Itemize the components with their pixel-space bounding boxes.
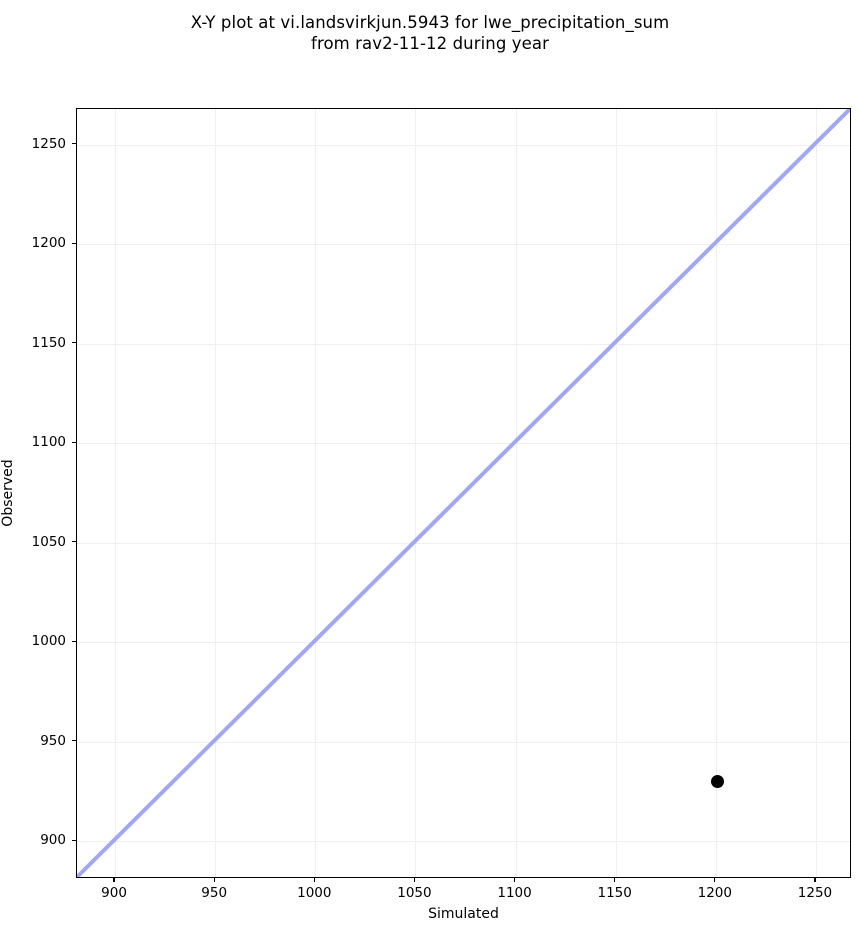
x-axis-tick-mark — [614, 878, 616, 882]
gridline-horizontal — [77, 841, 850, 843]
gridline-vertical — [715, 109, 717, 877]
y-axis-tick-label: 1100 — [31, 434, 66, 451]
x-axis-tick-mark — [313, 878, 315, 882]
gridline-vertical — [515, 109, 517, 877]
scatter-data-point — [711, 775, 725, 788]
y-axis-tick-label: 1000 — [31, 633, 66, 650]
y-axis-tick-mark — [72, 839, 76, 841]
x-axis-tick-mark — [814, 878, 816, 882]
y-axis-tick-mark — [72, 640, 76, 642]
gridline-horizontal — [77, 244, 850, 246]
x-axis-tick-label: 950 — [201, 885, 228, 901]
y-axis-tick-label: 1150 — [31, 334, 66, 351]
y-axis-tick-label: 1050 — [31, 533, 66, 550]
y-axis-tick-mark — [72, 441, 76, 443]
gridline-horizontal — [77, 542, 850, 544]
x-axis-label: Simulated — [428, 906, 499, 922]
x-axis-tick-mark — [413, 878, 416, 882]
y-axis-tick-mark — [72, 242, 76, 244]
x-axis-tick-label: 1200 — [697, 885, 732, 901]
x-axis-tick-label: 1000 — [297, 885, 332, 901]
gridline-horizontal — [77, 144, 850, 146]
gridline-vertical — [315, 109, 317, 877]
plot-area — [76, 108, 851, 878]
x-axis-tick-label: 1050 — [397, 885, 432, 901]
gridline-horizontal — [77, 443, 850, 445]
chart-title: X-Y plot at vi.landsvirkjun.5943 for lwe… — [190, 13, 670, 53]
y-axis-tick-mark — [72, 342, 76, 344]
gridline-vertical — [215, 109, 217, 877]
gridline-vertical — [615, 109, 617, 877]
x-axis-tick-label: 1100 — [497, 885, 532, 901]
x-axis-tick-mark — [113, 878, 115, 882]
gridline-horizontal — [77, 343, 850, 345]
y-axis-tick-mark — [72, 541, 76, 543]
x-axis-tick-label: 900 — [101, 885, 127, 901]
y-axis-tick-label: 900 — [40, 832, 66, 849]
gridline-vertical — [815, 109, 817, 877]
y-axis-label: Observed — [0, 459, 16, 527]
x-axis-tick-mark — [714, 878, 716, 882]
gridline-horizontal — [77, 741, 850, 743]
y-axis-tick-label: 1250 — [31, 135, 66, 152]
x-axis-tick-mark — [513, 878, 516, 882]
y-axis-tick-label: 950 — [40, 732, 66, 749]
y-axis-tick-mark — [72, 740, 76, 742]
x-axis-tick-mark — [213, 878, 215, 882]
x-axis-tick-label: 1250 — [797, 885, 833, 901]
y-axis-tick-label: 1200 — [31, 235, 66, 252]
x-axis-tick-label: 1150 — [597, 885, 632, 901]
gridline-vertical — [415, 109, 417, 877]
y-axis-tick-mark — [72, 143, 76, 145]
gridline-horizontal — [77, 642, 850, 644]
one-to-one-reference-line — [77, 109, 850, 877]
gridline-vertical — [115, 109, 117, 877]
